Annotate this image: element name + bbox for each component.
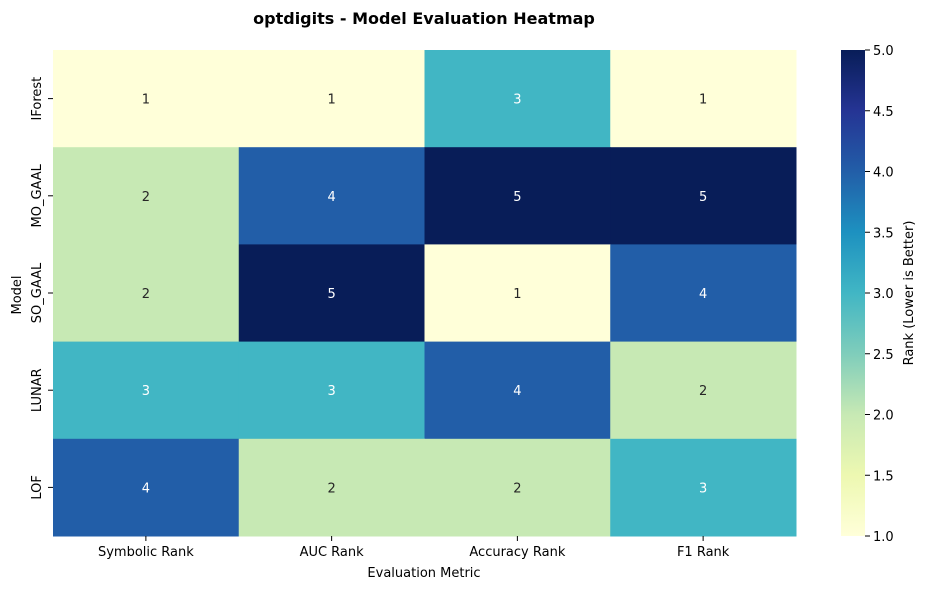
heatmap-cell (424, 244, 611, 343)
x-axis-label: Evaluation Metric (367, 566, 480, 581)
cell-value-label: 4 (513, 384, 521, 399)
cell-value-label: 3 (513, 93, 521, 108)
x-tick-label: F1 Rank (677, 545, 730, 560)
cell-value-label: 1 (327, 93, 335, 108)
x-axis-ticks: Symbolic Rank AUC Rank Accuracy Rank F1 Ran… (98, 536, 730, 560)
heatmap-cell (424, 341, 611, 440)
cell-value-label: 4 (142, 481, 150, 496)
cell-value-label: 5 (513, 190, 521, 205)
cell-value-label: 3 (699, 481, 707, 496)
heatmap-cell (610, 147, 797, 245)
chart-title: optdigits - Model Evaluation Heatmap (253, 9, 595, 28)
heatmap-cell (53, 50, 240, 148)
y-tick-label: SO_GAAL (30, 262, 45, 323)
heatmap-cell (238, 147, 425, 245)
heatmap-cell (610, 244, 797, 343)
heatmap-cell (238, 341, 425, 440)
heatmap-cell (53, 341, 240, 440)
colorbar-label: Rank (Lower is Better) (902, 221, 917, 366)
colorbar-tick-label: 1.5 (873, 469, 894, 484)
y-tick-label: IForest (30, 77, 45, 121)
y-tick-label: LUNAR (30, 368, 45, 412)
colorbar-tick-label: 4.5 (873, 105, 894, 120)
colorbar-tick-label: 2.0 (873, 409, 894, 424)
colorbar-tick-label: 1.0 (873, 530, 894, 545)
colorbar-tick-label: 2.5 (873, 348, 894, 363)
heatmap-cell (424, 147, 611, 245)
cell-value-label: 4 (699, 287, 707, 302)
cell-value-label: 2 (327, 481, 335, 496)
y-axis-label: Model (10, 275, 25, 314)
cell-value-label: 5 (699, 190, 707, 205)
colorbar-tick-label: 3.0 (873, 287, 894, 302)
cell-value-label: 2 (513, 481, 521, 496)
cell-value-label: 1 (142, 93, 150, 108)
x-tick-label: Accuracy Rank (469, 545, 565, 560)
heatmap-cell (238, 438, 425, 537)
cell-value-label: 2 (142, 190, 150, 205)
y-tick-label: MO_GAAL (30, 163, 45, 227)
heatmap-cell-labels: 1 1 3 1 2 4 5 5 2 5 1 4 3 3 4 2 4 2 2 3 (142, 93, 708, 497)
cell-value-label: 5 (327, 287, 335, 302)
cell-value-label: 1 (699, 93, 707, 108)
heatmap-cell (238, 244, 425, 343)
heatmap-cell (424, 50, 611, 148)
x-tick-label: Symbolic Rank (98, 545, 194, 560)
heatmap-cells (53, 50, 797, 537)
heatmap-cell (424, 438, 611, 537)
cell-value-label: 3 (327, 384, 335, 399)
heatmap-cell (610, 341, 797, 440)
colorbar-tick-label: 5.0 (873, 44, 894, 59)
heatmap-cell (238, 50, 425, 148)
y-tick-label: LOF (30, 475, 45, 500)
x-tick-label: AUC Rank (300, 545, 365, 560)
colorbar-tick-label: 3.5 (873, 226, 894, 241)
cell-value-label: 2 (142, 287, 150, 302)
cell-value-label: 3 (142, 384, 150, 399)
y-axis-ticks: IForest MO_GAAL SO_GAAL LUNAR LOF (30, 77, 53, 500)
colorbar (841, 50, 865, 536)
heatmap-cell (53, 438, 240, 537)
heatmap-cell (610, 438, 797, 537)
cell-value-label: 2 (699, 384, 707, 399)
cell-value-label: 4 (327, 190, 335, 205)
heatmap-cell (610, 50, 797, 148)
heatmap-cell (53, 147, 240, 245)
cell-value-label: 1 (513, 287, 521, 302)
colorbar-ticks: 1.0 1.5 2.0 2.5 3.0 3.5 4.0 4.5 5.0 (865, 44, 894, 545)
heatmap-cell (53, 244, 240, 343)
colorbar-tick-label: 4.0 (873, 166, 894, 181)
